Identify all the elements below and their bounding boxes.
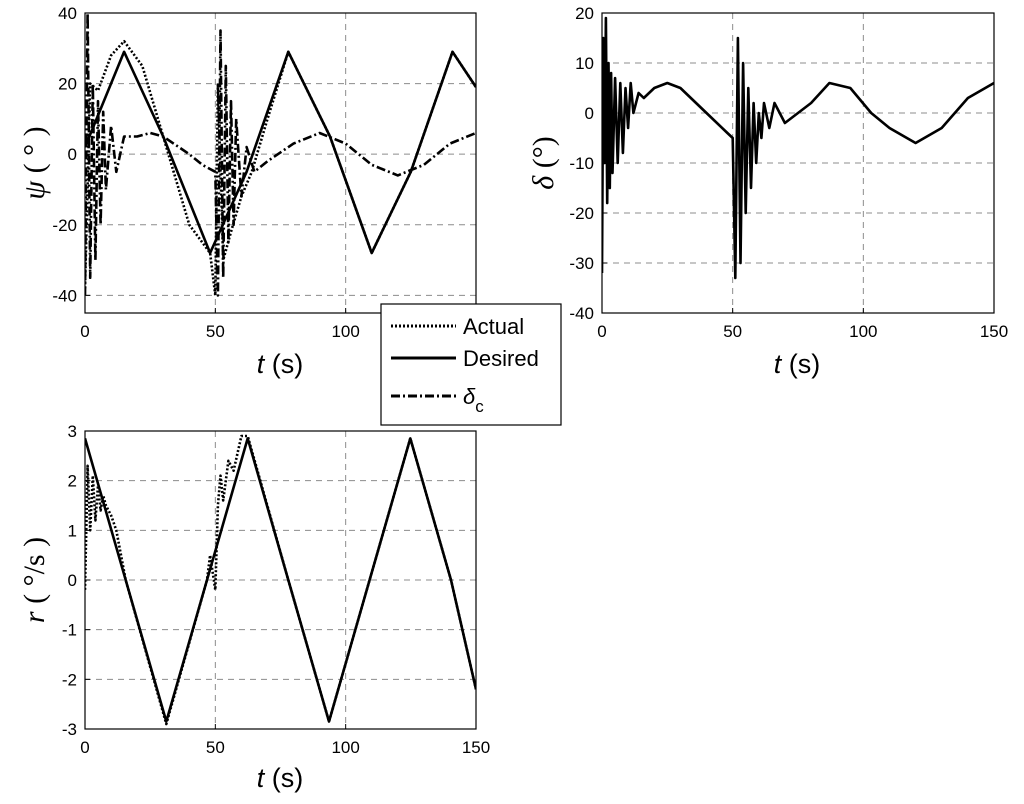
r-y-tick-label: 3 — [68, 422, 77, 441]
psi-x-tick-label: 50 — [206, 322, 225, 341]
r-y-tick-label: -2 — [62, 670, 77, 689]
delta-x-axis-unit: (s) — [781, 349, 820, 379]
delta-x-tick-label: 150 — [980, 322, 1008, 341]
legend: Actual Desired δc — [380, 303, 562, 426]
psi-y-tick-label: 0 — [68, 145, 77, 164]
r-y-tick-label: 0 — [68, 571, 77, 590]
legend-label-actual: Actual — [463, 314, 524, 339]
psi-y-tick-label: -20 — [52, 216, 77, 235]
legend-label-delta-c: δc — [463, 384, 484, 416]
psi-y-tick-label: 20 — [58, 75, 77, 94]
r-y-tick-label: 2 — [68, 472, 77, 491]
r-y-tick-label: -1 — [62, 621, 77, 640]
delta-plot-area — [602, 13, 994, 313]
delta-x-tick-label: 0 — [597, 322, 606, 341]
psi-series-dotted-line — [85, 39, 476, 297]
delta-y-axis-label: δ (°) — [527, 136, 560, 189]
r-y-tick-label: 1 — [68, 521, 77, 540]
psi-x-axis-unit: (s) — [264, 349, 303, 379]
psi-y-tick-label: 40 — [58, 4, 77, 23]
r-y-axis-var: r — [18, 611, 51, 623]
delta-y-tick-label: 10 — [575, 54, 594, 73]
psi-y-axis-label: ψ ( ° ) — [18, 126, 51, 199]
r-x-tick-label: 0 — [80, 738, 89, 757]
delta-x-axis-label: t (s) — [774, 349, 821, 379]
delta-y-tick-label: -20 — [569, 204, 594, 223]
r-x-axis-label: t (s) — [257, 763, 304, 793]
delta-y-tick-label: -10 — [569, 154, 594, 173]
r-series-dotted-line — [85, 434, 476, 726]
psi-axes-frame — [84, 12, 477, 314]
legend-label-delta-subscript: c — [475, 397, 484, 416]
delta-y-tick-label: 0 — [585, 104, 594, 123]
legend-label-desired: Desired — [463, 346, 539, 371]
r-y-tick-label: -3 — [62, 720, 77, 739]
r-y-axis-label: r ( °/s ) — [18, 537, 51, 623]
delta-x-tick-label: 100 — [849, 322, 877, 341]
r-plot-area — [85, 431, 476, 729]
delta-x-tick-label: 50 — [723, 322, 742, 341]
psi-plot-area — [85, 13, 476, 313]
r-y-axis-unit: ( °/s ) — [18, 537, 51, 612]
psi-series-dashdot-line — [85, 13, 476, 297]
delta-y-tick-label: -30 — [569, 254, 594, 273]
panel-r-chart: 0 50 100 150 3 2 1 0 -1 -2 -3 t (s) r ( °/s ) — [18, 422, 490, 793]
psi-y-axis-unit: ( ° ) — [18, 126, 51, 180]
psi-x-tick-label: 0 — [80, 322, 89, 341]
r-x-axis-var: t — [257, 763, 266, 793]
psi-x-axis-label: t (s) — [257, 349, 304, 379]
delta-series-solid-line — [602, 16, 994, 280]
psi-x-tick-label: 100 — [331, 322, 359, 341]
delta-x-axis-var: t — [774, 349, 783, 379]
r-x-tick-label: 100 — [331, 738, 359, 757]
psi-y-axis-var: ψ — [18, 180, 51, 200]
r-x-axis-unit: (s) — [264, 763, 303, 793]
legend-label-delta-symbol: δ — [463, 384, 476, 409]
panel-psi-chart: 0 50 100 40 20 0 -20 -40 t (s) ψ ( ° ) — [18, 4, 477, 379]
psi-x-axis-var: t — [257, 349, 266, 379]
r-x-tick-label: 50 — [206, 738, 225, 757]
r-x-tick-label: 150 — [462, 738, 490, 757]
delta-y-axis-unit: (°) — [527, 136, 560, 175]
delta-y-tick-label: 20 — [575, 4, 594, 23]
delta-y-axis-var: δ — [527, 175, 560, 190]
delta-y-tick-label: -40 — [569, 304, 594, 323]
legend-box — [380, 303, 562, 426]
psi-y-tick-label: -40 — [52, 286, 77, 305]
